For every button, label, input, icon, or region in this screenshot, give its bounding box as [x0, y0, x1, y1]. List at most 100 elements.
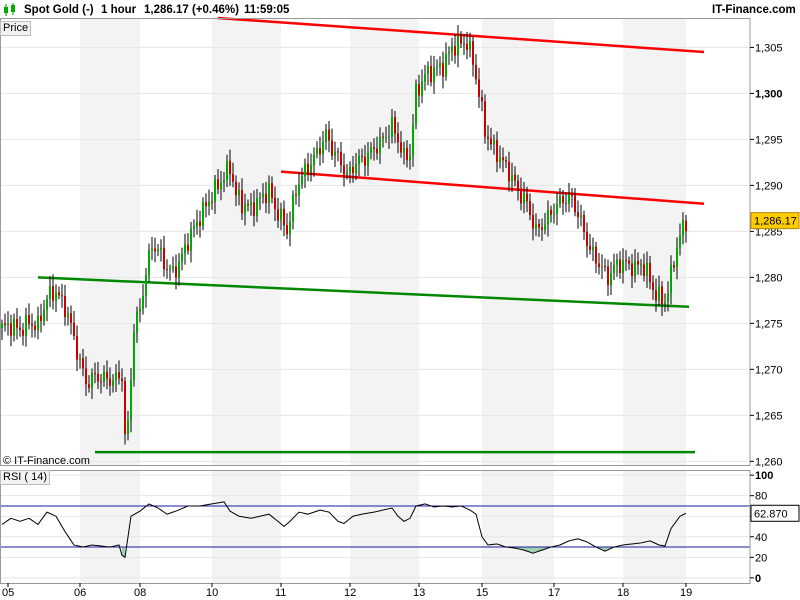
candle-body — [79, 358, 81, 360]
rsi-pane-label: RSI ( 14) — [0, 470, 51, 485]
candle-body — [427, 66, 429, 75]
candle-body — [319, 148, 321, 155]
candle-body — [670, 264, 672, 294]
candle-body — [421, 81, 423, 96]
candle-body — [145, 275, 147, 296]
candle-body — [313, 154, 315, 166]
candle-body — [481, 96, 483, 102]
clock-time: 11:59:05 — [244, 4, 290, 16]
candle-body — [160, 247, 162, 250]
candle-body — [22, 329, 24, 336]
price-tick-label: 1,270 — [755, 364, 783, 376]
candle-body — [178, 261, 180, 278]
day-shade — [350, 470, 419, 583]
candle-body — [70, 313, 72, 323]
candle-body — [4, 323, 6, 326]
candle-body — [454, 46, 456, 56]
candle-body — [232, 174, 234, 182]
candle-body — [190, 228, 192, 251]
last-rsi-tag — [750, 504, 800, 522]
candle-body — [394, 116, 396, 134]
time-tick-label: 06 — [74, 587, 86, 599]
day-shade — [623, 18, 686, 465]
candle-body — [358, 155, 360, 165]
candle-body — [610, 273, 612, 286]
price-tick-label: 1,300 — [755, 88, 783, 100]
candle-body — [169, 268, 171, 270]
candle-body — [646, 263, 648, 276]
candle-body — [559, 195, 561, 204]
candle-body — [85, 368, 87, 385]
candle-body — [67, 313, 69, 318]
candle-body — [544, 224, 546, 230]
candle-body — [664, 302, 666, 305]
brand-name: IT-Finance.com — [712, 4, 796, 16]
candle-body — [673, 264, 675, 268]
candle-body — [466, 43, 468, 50]
watermark: © IT-Finance.com — [3, 455, 90, 467]
candle-body — [286, 225, 288, 235]
candle-body — [25, 315, 27, 336]
candle-body — [511, 174, 513, 182]
candle-body — [499, 157, 501, 163]
candle-body — [637, 261, 639, 265]
candle-body — [634, 261, 636, 277]
rsi-tick-label: 0 — [755, 573, 761, 585]
candle-body — [31, 324, 33, 326]
candle-body — [445, 53, 447, 77]
candle-body — [82, 358, 84, 369]
candle-body — [289, 221, 291, 235]
price-tick-label: 1,265 — [755, 410, 783, 422]
candle-body — [274, 197, 276, 210]
candle-body — [568, 194, 570, 204]
candle-body — [463, 43, 465, 45]
candle-body — [256, 198, 258, 217]
candle-body — [13, 319, 15, 336]
candle-body — [118, 372, 120, 379]
candle-body — [526, 193, 528, 202]
candle-body — [643, 264, 645, 276]
candle-body — [616, 259, 618, 265]
candle-body — [73, 322, 75, 336]
price-tick-label: 1,280 — [755, 272, 783, 284]
candle-body — [49, 286, 51, 300]
candle-body — [151, 248, 153, 251]
candle-body — [397, 133, 399, 143]
timeframe[interactable]: 1 hour — [101, 4, 137, 16]
candle-body — [244, 204, 246, 214]
candle-body — [388, 136, 390, 138]
candle-body — [142, 295, 144, 309]
candle-body — [655, 290, 657, 301]
candle-body — [625, 260, 627, 262]
candle-body — [583, 215, 585, 232]
candle-body — [28, 315, 30, 325]
candle-body — [418, 83, 420, 96]
candle-body — [310, 165, 312, 173]
candle-body — [124, 381, 126, 435]
candle-body — [487, 136, 489, 139]
instrument-name: Spot Gold (-) — [24, 4, 94, 16]
candle-body — [157, 249, 159, 252]
candle-body — [7, 323, 9, 326]
candle-body — [601, 266, 603, 268]
candle-body — [472, 41, 474, 65]
candle-body — [391, 116, 393, 137]
candle-body — [562, 195, 564, 204]
last-price-label: 1,286.17 — [754, 216, 797, 228]
candle-body — [154, 248, 156, 252]
candle-body — [532, 215, 534, 229]
candle-body — [271, 182, 273, 198]
candle-body — [448, 52, 450, 54]
candle-body — [580, 215, 582, 218]
candle-body — [364, 156, 366, 166]
candle-body — [475, 64, 477, 80]
candle-body — [10, 323, 12, 336]
day-shade — [623, 470, 686, 583]
candle-body — [409, 155, 411, 161]
candle-body — [175, 266, 177, 278]
day-shade — [482, 470, 554, 583]
candle-body — [640, 264, 642, 266]
candle-body — [247, 204, 249, 206]
candle-body — [58, 292, 60, 296]
candle-body — [541, 227, 543, 230]
